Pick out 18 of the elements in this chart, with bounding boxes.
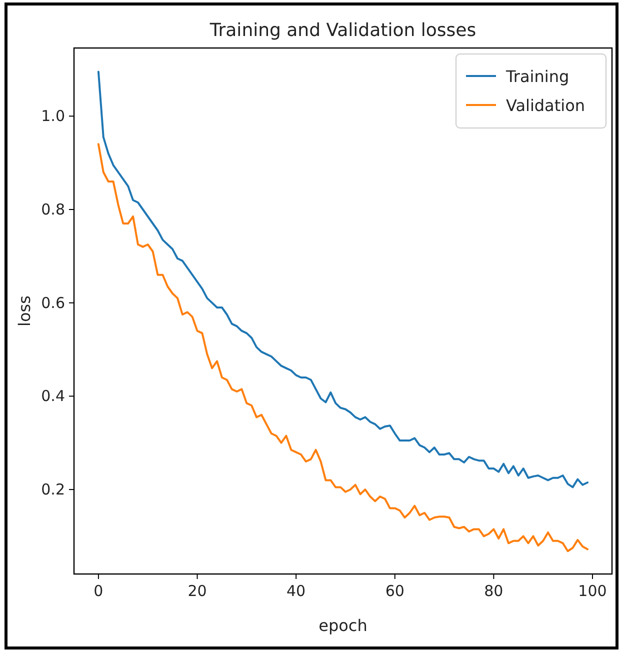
chart-title: Training and Validation losses — [208, 20, 476, 41]
x-tick-label: 20 — [188, 582, 207, 600]
y-tick-label: 0.6 — [41, 294, 65, 312]
line-series — [97, 70, 589, 488]
legend-label: Training — [505, 67, 570, 86]
legend-label: Validation — [506, 96, 586, 115]
x-tick-label: 0 — [94, 582, 104, 600]
y-tick-label: 0.8 — [41, 200, 65, 218]
x-tick-label: 80 — [484, 582, 504, 600]
x-axis-title: epoch — [318, 616, 368, 635]
line-series — [97, 143, 589, 552]
y-tick-label: 1.0 — [41, 107, 65, 126]
x-tick-label: 40 — [286, 582, 306, 600]
y-axis-title: loss — [15, 296, 34, 326]
x-tick-label: 60 — [385, 582, 404, 600]
y-tick-label: 0.2 — [41, 480, 65, 499]
x-tick-label: 100 — [578, 582, 607, 600]
y-tick-label: 0.4 — [41, 387, 65, 406]
